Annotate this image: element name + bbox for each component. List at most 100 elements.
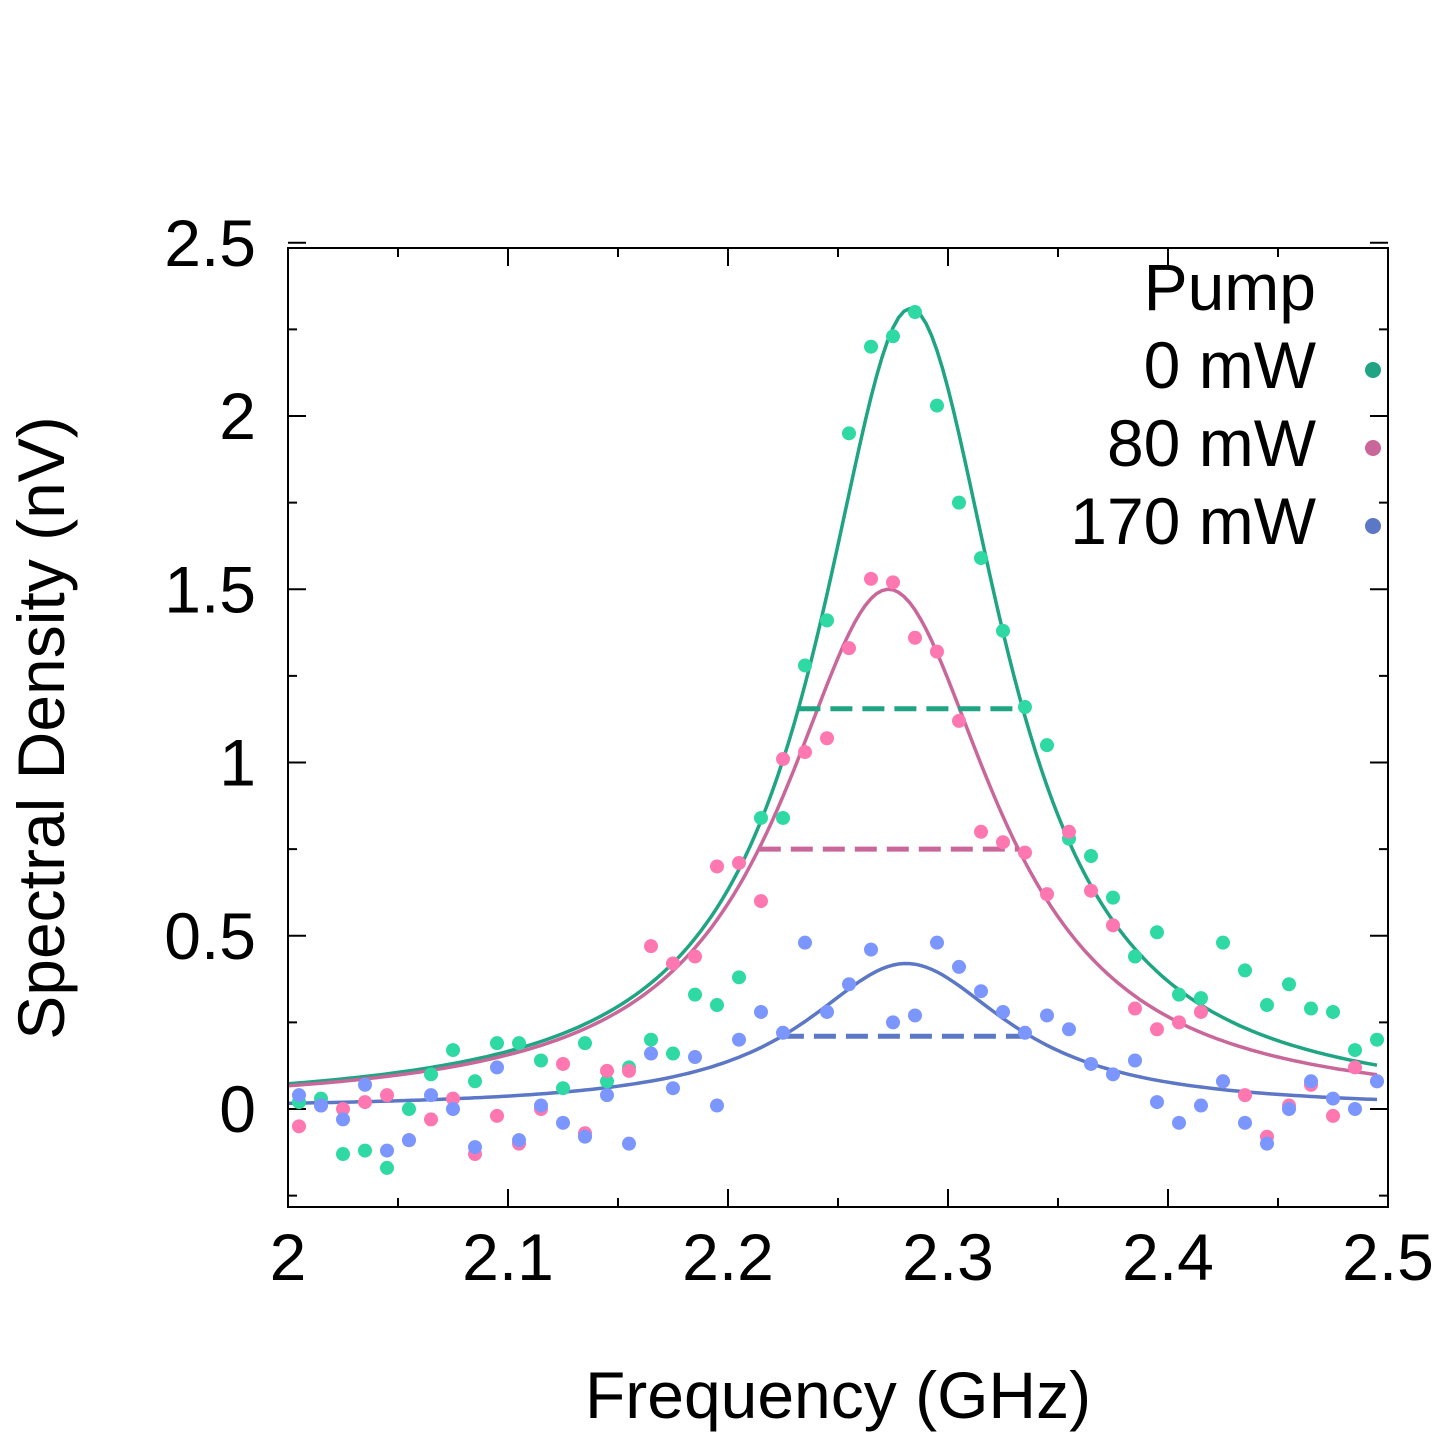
data-point: [292, 1119, 306, 1134]
data-point: [1172, 987, 1186, 1002]
data-point: [424, 1088, 438, 1103]
data-point: [1238, 1115, 1252, 1130]
data-point: [974, 984, 988, 999]
data-point: [336, 1102, 350, 1116]
data-point: [974, 824, 988, 839]
data-point: [1150, 925, 1164, 940]
data-point: [644, 1046, 658, 1061]
legend-marker-0: [1365, 362, 1381, 378]
y-tick-label: 1: [219, 726, 256, 800]
data-point: [534, 1098, 548, 1113]
data-point: [358, 1077, 372, 1092]
data-point: [556, 1081, 570, 1096]
data-point: [798, 658, 812, 673]
data-point: [820, 731, 834, 746]
data-point: [1348, 1060, 1362, 1075]
data-points: [292, 305, 1384, 1175]
data-point: [886, 575, 900, 590]
data-point: [358, 1143, 372, 1158]
data-point: [424, 1112, 438, 1127]
data-point: [864, 942, 878, 957]
data-point: [996, 1004, 1010, 1019]
data-point: [1326, 1091, 1340, 1106]
data-point: [512, 1036, 526, 1051]
y-axis-label: Spectral Density (nV): [4, 416, 78, 1040]
data-point: [1150, 1022, 1164, 1037]
data-point: [1040, 738, 1054, 753]
fit-curve-1: [287, 587, 1378, 1088]
data-point: [402, 1133, 416, 1148]
tick-labels: 2 2.1 2.2 2.3 2.4 2.5 0 0.5 1 1.5 2 2.5: [164, 206, 1434, 1294]
x-axis-label: Frequency (GHz): [585, 1358, 1091, 1432]
data-point: [1260, 998, 1274, 1013]
data-point: [1348, 1043, 1362, 1058]
data-point: [996, 623, 1010, 638]
x-tick-label: 2: [270, 1220, 307, 1294]
data-point: [1216, 1074, 1230, 1089]
data-point: [952, 959, 966, 974]
data-point: [1040, 1008, 1054, 1023]
data-point: [424, 1067, 438, 1082]
data-point: [446, 1043, 460, 1058]
data-point: [600, 1074, 614, 1089]
data-point: [1062, 824, 1076, 839]
data-point: [930, 644, 944, 659]
data-point: [842, 641, 856, 656]
data-point: [1194, 1098, 1208, 1113]
data-point: [754, 810, 768, 825]
legend-marker-1: [1365, 440, 1381, 456]
data-point: [380, 1143, 394, 1158]
data-point: [1260, 1136, 1274, 1151]
y-tick-label: 0.5: [164, 899, 256, 973]
data-point: [446, 1091, 460, 1106]
data-point: [1172, 1115, 1186, 1130]
data-point: [974, 551, 988, 566]
data-point: [380, 1160, 394, 1175]
data-point: [952, 713, 966, 728]
data-point: [776, 1025, 790, 1040]
data-point: [688, 949, 702, 964]
data-point: [908, 1008, 922, 1023]
data-point: [534, 1053, 548, 1068]
data-point: [512, 1133, 526, 1148]
data-point: [952, 495, 966, 510]
data-point: [886, 1015, 900, 1030]
data-point: [380, 1088, 394, 1103]
data-point: [600, 1088, 614, 1103]
legend-label-1: 80 mW: [1107, 406, 1317, 480]
y-tick-label: 0: [219, 1072, 256, 1146]
data-point: [490, 1060, 504, 1075]
data-point: [1282, 977, 1296, 992]
data-point: [1084, 883, 1098, 898]
data-point: [864, 571, 878, 586]
data-point: [930, 935, 944, 950]
data-point: [1128, 949, 1142, 964]
data-point: [732, 1032, 746, 1047]
data-point: [446, 1102, 460, 1116]
data-point: [732, 855, 746, 870]
data-point: [1062, 1022, 1076, 1037]
data-point: [666, 956, 680, 971]
data-point: [644, 1032, 658, 1047]
plot-frame: [287, 247, 1389, 1208]
data-point: [754, 1004, 768, 1019]
data-point: [1018, 1025, 1032, 1040]
data-point: [1040, 887, 1054, 902]
data-point: [710, 859, 724, 874]
data-point: [908, 630, 922, 645]
data-point: [1326, 1004, 1340, 1019]
data-point: [556, 1056, 570, 1071]
legend-title: Pump: [1144, 250, 1316, 324]
data-point: [622, 1063, 636, 1078]
x-tick-label: 2.5: [1342, 1220, 1434, 1294]
legend-label-2: 170 mW: [1070, 484, 1316, 558]
data-point: [1238, 963, 1252, 978]
half-max-lines: [758, 706, 1031, 1039]
data-point: [996, 835, 1010, 850]
data-point: [358, 1095, 372, 1110]
data-point: [1172, 1015, 1186, 1030]
data-point: [1326, 1108, 1340, 1123]
data-point: [1194, 991, 1208, 1006]
data-point: [886, 329, 900, 344]
